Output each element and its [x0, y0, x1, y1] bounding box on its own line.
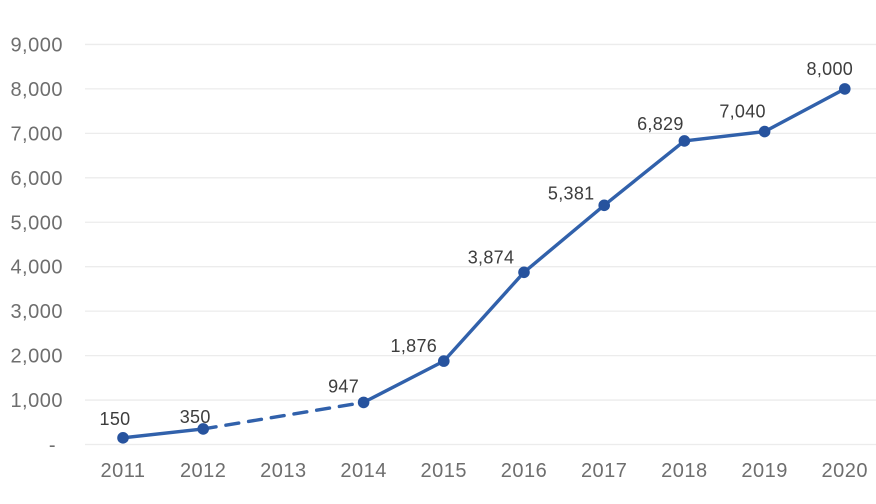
trend-line-solid — [522, 203, 606, 275]
y-tick-label: 6,000 — [10, 168, 63, 190]
x-tick-label: 2016 — [501, 460, 548, 482]
data-point-marker — [758, 125, 771, 138]
trend-line-solid — [361, 359, 446, 405]
trend-line-solid — [682, 129, 767, 143]
x-tick-label: 2012 — [180, 460, 227, 482]
data-point-label: 947 — [328, 376, 359, 396]
data-point-label: 8,000 — [807, 59, 854, 79]
data-point-marker — [598, 199, 610, 212]
data-point-label: 1,876 — [391, 336, 438, 356]
data-point-marker — [678, 135, 691, 147]
y-tick-label: 7,000 — [10, 123, 63, 145]
x-tick-label: 2015 — [421, 460, 468, 482]
data-point-label: 5,381 — [548, 183, 595, 203]
data-point-label: 6,829 — [637, 114, 684, 134]
y-tick-label: 2,000 — [10, 346, 63, 368]
y-tick-label: 8,000 — [10, 79, 63, 101]
x-tick-label: 2014 — [340, 460, 387, 482]
x-tick-label: 2018 — [661, 460, 708, 482]
data-point-marker — [839, 83, 851, 95]
data-point-marker — [117, 432, 129, 444]
y-tick-label: 3,000 — [10, 301, 63, 323]
data-point-marker — [518, 266, 530, 279]
trend-line-solid — [121, 427, 205, 440]
data-point-label: 150 — [100, 409, 131, 429]
trend-line-solid — [602, 139, 687, 208]
x-tick-label: 2011 — [100, 460, 145, 482]
y-tick-label: 9,000 — [10, 34, 63, 56]
data-point-marker — [197, 423, 209, 435]
y-tick-label: 4,000 — [10, 257, 63, 279]
trend-line-dashed — [201, 400, 366, 431]
data-point-marker — [357, 396, 370, 409]
y-tick-label: 5,000 — [10, 212, 63, 234]
x-tick-label: 2020 — [822, 460, 869, 482]
data-point-label: 3,874 — [468, 247, 515, 267]
data-point-label: 7,040 — [719, 102, 766, 122]
data-point-label: 350 — [180, 407, 211, 427]
trend-line-solid — [762, 87, 847, 134]
y-tick-label: - — [49, 435, 56, 457]
trend-line-solid — [442, 270, 526, 363]
x-tick-label: 2017 — [581, 460, 628, 482]
x-tick-label: 2019 — [741, 460, 788, 482]
y-tick-label: 1,000 — [10, 390, 63, 412]
x-tick-label: 2013 — [260, 460, 307, 482]
data-point-marker — [438, 355, 450, 367]
